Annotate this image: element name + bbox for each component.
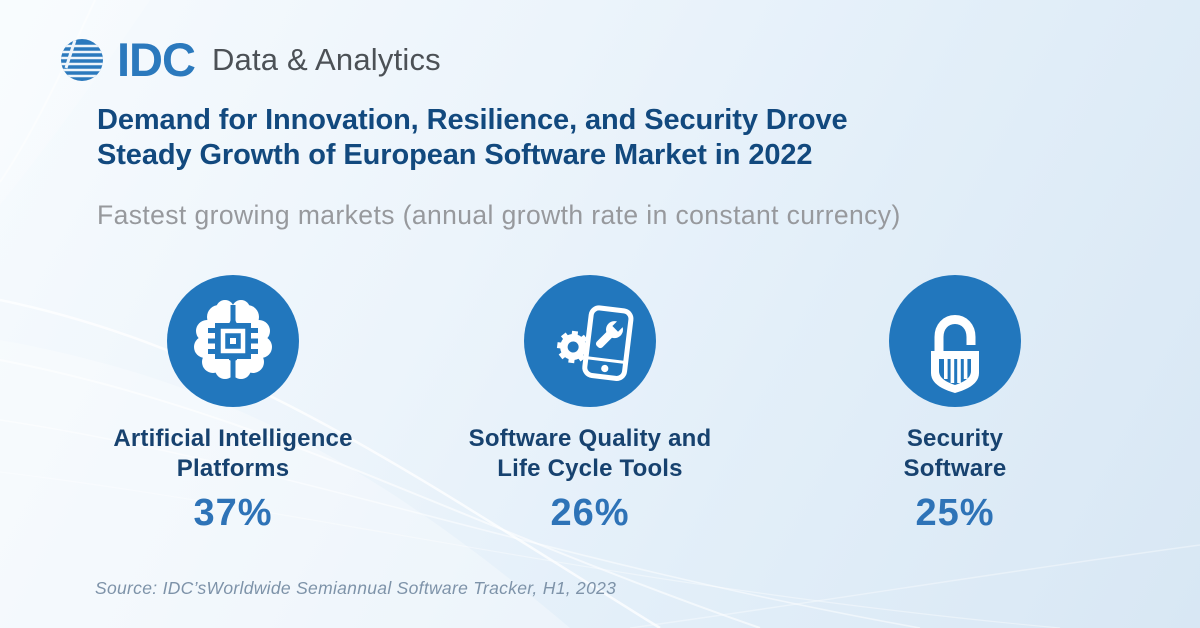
stat-label-line-1: Software Quality and xyxy=(468,425,712,452)
idc-globe-icon xyxy=(61,38,103,81)
stat-label-line-2: Life Cycle Tools xyxy=(497,455,683,483)
ai-brain-chip-icon xyxy=(167,275,299,407)
stat-artificial-intelligence: Artificial Intelligence Platforms 37% xyxy=(53,275,413,535)
page-subtitle: Fastest growing markets (annual growth r… xyxy=(97,200,901,230)
stat-value: 25% xyxy=(915,491,995,534)
brand-suffix: Data & Analytics xyxy=(211,42,441,77)
stat-value: 26% xyxy=(550,491,630,534)
stat-label-line-2: Software xyxy=(903,455,1007,483)
stat-label-line-2: Platforms xyxy=(176,455,290,483)
page-title: Demand for Innovation, Resilience, and S… xyxy=(97,103,848,173)
security-lock-icon xyxy=(889,275,1021,407)
stat-label-line-1: Artificial Intelligence xyxy=(113,425,353,452)
source-note: Source: IDC’sWorldwide Semiannual Softwa… xyxy=(95,578,617,598)
stat-label: Security Software xyxy=(775,424,1135,485)
title-line-2: Steady Growth of European Software Marke… xyxy=(97,138,813,171)
stat-label-line-1: Security xyxy=(906,425,1004,452)
stat-software-quality: Software Quality and Life Cycle Tools 26… xyxy=(410,275,770,535)
stat-label: Software Quality and Life Cycle Tools xyxy=(410,424,770,485)
idc-logo-text: IDC xyxy=(117,33,196,86)
stat-value: 37% xyxy=(193,491,273,534)
stat-security-software: Security Software 25% xyxy=(775,275,1135,535)
stat-label: Artificial Intelligence Platforms xyxy=(53,424,413,485)
quality-phone-gear-icon xyxy=(524,275,656,407)
brand-logo: IDC Data & Analytics xyxy=(60,36,441,83)
title-line-1: Demand for Innovation, Resilience, and S… xyxy=(97,104,848,136)
